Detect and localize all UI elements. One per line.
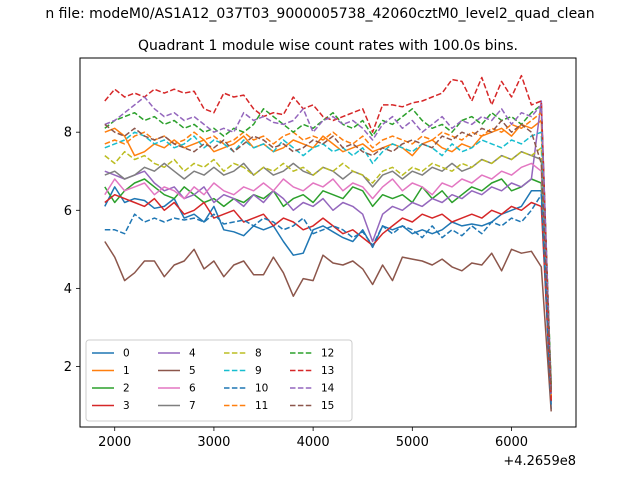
series-line-9 [104,131,552,394]
legend-label-10: 10 [255,383,268,395]
y-tick-label: 2 [64,360,72,375]
legend-label-14: 14 [321,383,335,395]
legend-label-12: 12 [321,348,334,360]
y-tick-label: 8 [64,126,72,141]
legend-label-11: 11 [255,400,268,412]
series-line-11 [104,111,552,398]
legend-box [85,339,353,422]
legend-label-2: 2 [123,383,130,395]
series-line-5 [104,241,552,412]
legend-label-6: 6 [189,383,196,395]
series-line-12 [104,104,552,387]
series-line-10 [104,193,552,406]
series-line-8 [104,147,552,390]
legend-label-8: 8 [255,348,262,360]
x-axis-offset-label: +4.2659e8 [503,454,576,469]
legend-label-0: 0 [123,348,130,360]
legend-label-5: 5 [189,365,196,377]
legend-label-7: 7 [189,400,196,412]
y-tick-label: 6 [64,204,72,219]
series-line-6 [104,162,552,387]
legend-label-1: 1 [123,365,130,377]
figure-suptitle: n file: modeM0/AS1A12_037T03_9000005738_… [45,6,594,22]
series-line-4 [104,100,552,394]
series-line-1 [104,119,552,398]
series-line-15 [104,119,552,390]
series-line-14 [104,96,552,394]
chart-title: Quadrant 1 module wise count rates with … [138,38,518,54]
legend-label-3: 3 [123,400,130,412]
legend-label-9: 9 [255,365,262,377]
x-tick-label: 3000 [197,435,230,450]
legend-label-15: 15 [321,400,334,412]
x-tick-label: 4000 [297,435,330,450]
axes-frame [79,57,577,428]
legend-label-13: 13 [321,365,334,377]
x-tick-label: 5000 [396,435,429,450]
y-tick-label: 4 [64,282,72,297]
x-tick-label: 2000 [98,435,131,450]
legend-label-4: 4 [189,348,196,360]
x-tick-label: 6000 [495,435,528,450]
axis-ticks: 2000 3000 4000 5000 6000 2 4 6 8 [64,126,528,450]
plot-area [104,74,552,412]
series-line-3 [104,193,552,402]
